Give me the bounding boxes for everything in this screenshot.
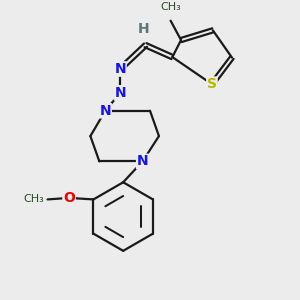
- Text: N: N: [137, 154, 148, 168]
- Text: N: N: [114, 86, 126, 100]
- Text: N: N: [100, 104, 111, 118]
- Text: H: H: [138, 22, 150, 36]
- Text: CH₃: CH₃: [160, 2, 181, 12]
- Text: N: N: [114, 62, 126, 76]
- Text: S: S: [207, 77, 217, 91]
- Text: O: O: [63, 191, 75, 205]
- Text: CH₃: CH₃: [23, 194, 44, 204]
